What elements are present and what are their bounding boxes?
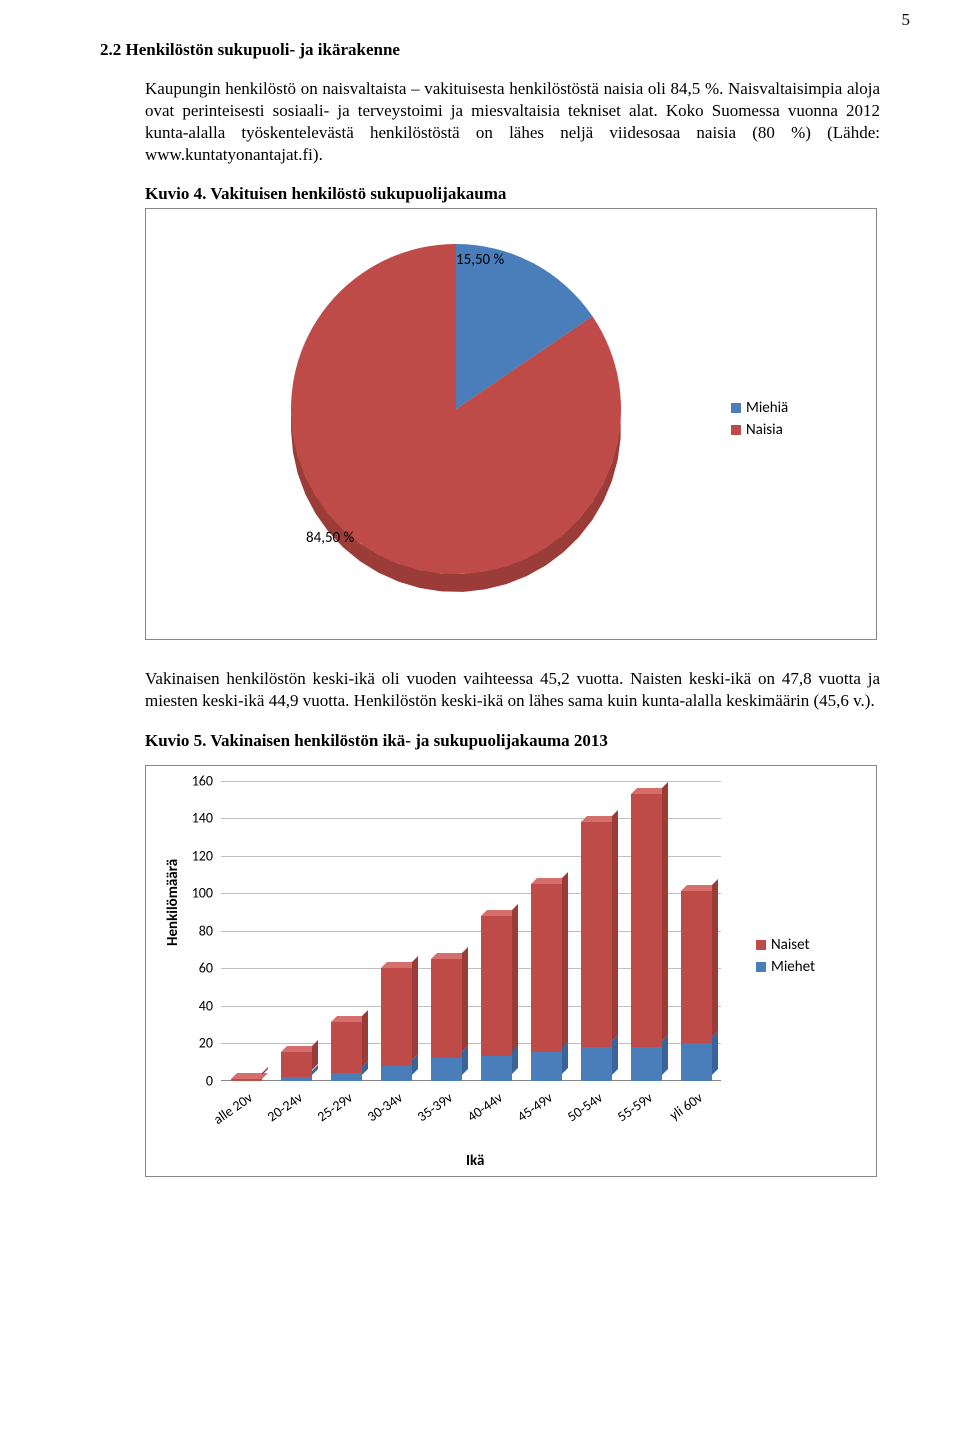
y-tick-label: 40 [199,997,213,1014]
bar-group [231,1079,262,1081]
pie-chart: 15,50 % 84,50 % Miehiä Naisia [145,208,877,640]
y-tick-label: 60 [199,960,213,977]
x-tick-label: 55-59v [614,1089,656,1125]
bar-segment-miehet [281,1077,312,1081]
bar-segment-miehet [331,1073,362,1081]
bar-segment-miehet [581,1047,612,1081]
bar-segment-naiset [531,884,562,1053]
pie-label-minor: 15,50 % [456,251,504,269]
x-tick-label: 30-34v [364,1089,406,1125]
bar-segment-miehet [431,1058,462,1081]
figure5-caption: Kuvio 5. Vakinaisen henkilöstön ikä- ja … [145,731,880,751]
pie-legend: Miehiä Naisia [731,399,788,443]
bar-segment-naiset [581,822,612,1047]
pie-label-major: 84,50 % [306,529,354,547]
x-axis-label: Ikä [466,1152,484,1170]
legend-item: Miehiä [731,399,788,417]
paragraph-2: Vakinaisen henkilöstön keski-ikä oli vuo… [145,668,880,712]
y-tick-label: 20 [199,1035,213,1052]
legend-label: Miehet [771,958,815,976]
bar-legend: Naiset Miehet [756,936,815,980]
legend-item: Naiset [756,936,815,954]
bar-plot-area: 020406080100120140160alle 20v20-24v25-29… [221,781,721,1081]
y-tick-label: 80 [199,922,213,939]
x-tick-label: alle 20v [210,1089,256,1128]
bar-segment-miehet [481,1056,512,1080]
bar-chart: Henkilömäärä 020406080100120140160alle 2… [145,765,877,1177]
figure4-caption: Kuvio 4. Vakituisen henkilöstö sukupuoli… [145,184,880,204]
bar-segment-naiset [381,968,412,1066]
x-tick-label: 50-54v [564,1089,606,1125]
bar-group [581,822,612,1081]
x-tick-label: yli 60v [666,1089,706,1124]
x-tick-label: 45-49v [514,1089,556,1125]
bar-segment-naiset [331,1022,362,1073]
bar-group [481,916,512,1081]
bar-segment-naiset [681,891,712,1043]
bar-group [531,884,562,1081]
bar-segment-miehet [381,1066,412,1081]
legend-label: Miehiä [746,399,788,417]
bar-segment-naiset [631,794,662,1047]
section-heading: 2.2 Henkilöstön sukupuoli- ja ikärakenne [100,40,880,60]
y-tick-label: 100 [192,885,213,902]
x-tick-label: 40-44v [464,1089,506,1125]
y-tick-label: 120 [192,847,213,864]
x-tick-label: 20-24v [264,1089,306,1125]
bar-segment-miehet [681,1043,712,1081]
page-number: 5 [902,10,911,30]
y-axis-label: Henkilömäärä [164,858,182,945]
legend-swatch [731,425,741,435]
y-tick-label: 160 [192,772,213,789]
bar-group [431,959,462,1081]
legend-label: Naisia [746,421,783,439]
bar-segment-naiset [231,1079,262,1081]
bar-group [331,1022,362,1080]
bar-group [281,1052,312,1080]
bar-segment-naiset [431,959,462,1058]
paragraph-1: Kaupungin henkilöstö on naisvaltaista – … [145,78,880,166]
legend-swatch [731,403,741,413]
legend-swatch [756,940,766,950]
bar-group [631,794,662,1081]
gridline [221,781,721,782]
x-tick-label: 35-39v [414,1089,456,1125]
bar-group [381,968,412,1081]
bar-group [681,891,712,1080]
y-tick-label: 0 [206,1072,213,1089]
legend-swatch [756,962,766,972]
bar-segment-miehet [531,1052,562,1080]
legend-item: Miehet [756,958,815,976]
bar-segment-naiset [481,916,512,1057]
pie-svg [286,229,626,609]
x-tick-label: 25-29v [314,1089,356,1125]
bar-segment-naiset [281,1052,312,1076]
legend-item: Naisia [731,421,788,439]
legend-label: Naiset [771,936,810,954]
y-tick-label: 140 [192,810,213,827]
bar-segment-miehet [631,1047,662,1081]
